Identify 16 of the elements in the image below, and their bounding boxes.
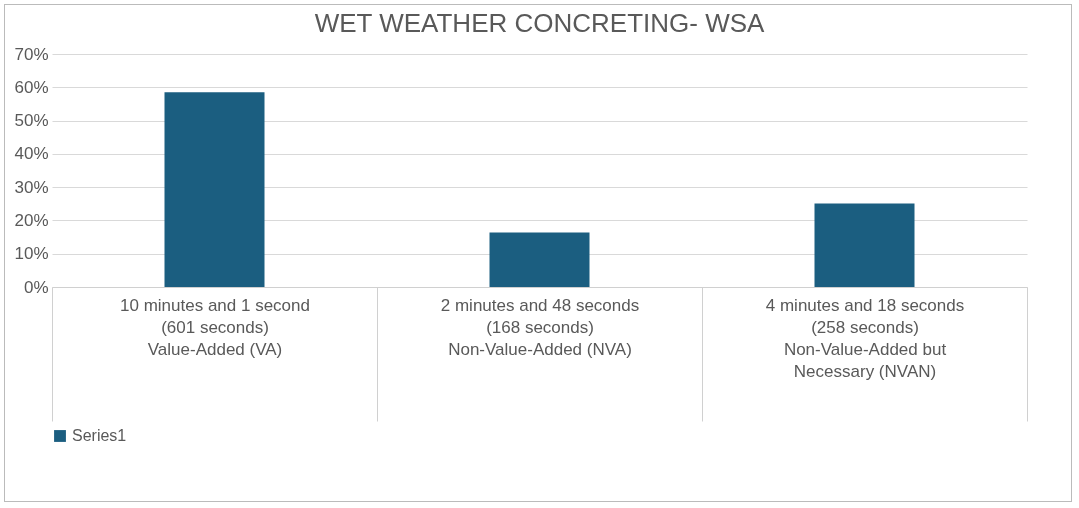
legend-label: Series1 [72,427,127,444]
x-tick-label: 10 minutes and 1 second (601 seconds) Value-Added (VA) [120,295,310,359]
y-tick-label: 50% [14,111,49,131]
x-tick-label: 4 minutes and 18 seconds (258 seconds) Non-Value-Added but Necessary (NVAN) [765,295,965,381]
y-tick-label: 40% [14,144,49,164]
bar [164,92,265,287]
bar [814,203,915,287]
bar [489,232,590,287]
y-tick-label: 10% [14,244,49,264]
x-tick-label: 2 minutes and 48 seconds (168 seconds) Non-Value-Added (NVA) [440,295,640,359]
y-tick-label: 30% [14,177,49,197]
y-tick-label: 60% [14,77,49,97]
chart-title: WET WEATHER CONCRETING- WSA [314,8,765,38]
y-tick-label: 20% [14,210,49,230]
y-tick-label: 70% [14,44,49,64]
y-tick-label: 0% [23,277,49,297]
